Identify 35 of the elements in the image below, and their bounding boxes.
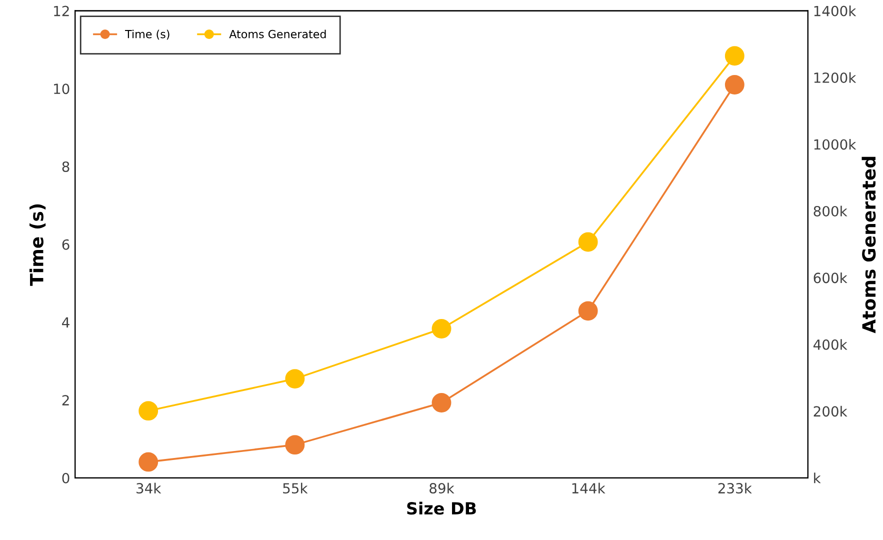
y2-tick-label: k [814, 472, 821, 484]
legend-label: Time (s) [125, 30, 170, 40]
y2-tick-label: 200k [814, 406, 848, 417]
x-axis-title: Size DB [407, 502, 476, 515]
y-tick-label: 0 [62, 472, 70, 484]
point [285, 369, 305, 389]
y-tick-label: 10 [54, 84, 70, 94]
point [724, 75, 744, 94]
y2-tick-label: 1000k [814, 138, 856, 150]
y2-axis-title: Atoms Generated [862, 156, 876, 334]
point [285, 435, 305, 455]
y2-tick-label: 600k [814, 272, 848, 284]
y2-tick-label: 1200k [814, 72, 856, 84]
y-tick-label: 12 [54, 6, 69, 16]
point [578, 301, 598, 321]
x-tick-label: 34k [136, 482, 162, 494]
y-tick-label: 6 [62, 239, 70, 250]
x-tick-label: 55k [283, 482, 308, 494]
legend-label: Atoms Generated [229, 30, 326, 38]
point [138, 452, 158, 472]
y-tick-label: 8 [62, 161, 70, 172]
point [432, 393, 452, 412]
point [578, 232, 598, 252]
x-tick-label: 89k [430, 482, 454, 494]
y-tick-label: 4 [62, 317, 70, 328]
point [432, 319, 452, 338]
point [724, 46, 744, 66]
y2-tick-label: 1400k [814, 6, 856, 16]
x-tick-label: 144k [572, 482, 606, 494]
y-tick-label: 2 [62, 395, 69, 406]
y2-tick-label: 800k [814, 206, 848, 216]
point [138, 401, 158, 421]
x-tick-label: 233k [718, 482, 752, 494]
y2-tick-label: 400k [813, 339, 848, 350]
y-axis-title: Time (s) [29, 204, 46, 286]
